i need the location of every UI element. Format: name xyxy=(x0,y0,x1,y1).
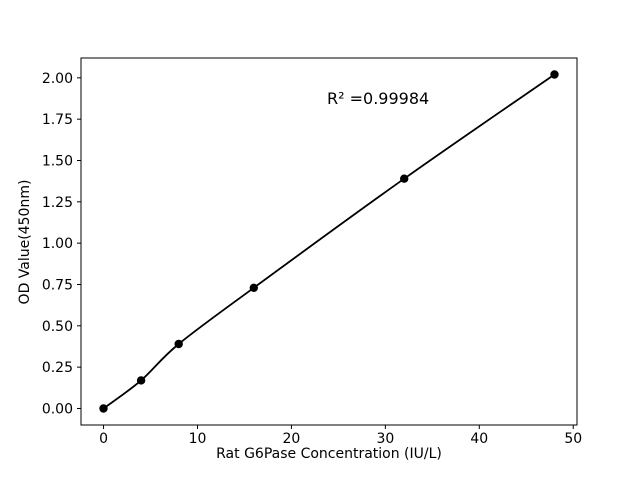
fit-curve xyxy=(102,73,556,410)
data-point-3 xyxy=(249,283,258,292)
y-tick-label: 1.50 xyxy=(42,153,73,169)
r-squared-annotation: R² =0.99984 xyxy=(327,89,430,108)
x-axis-title: Rat G6Pase Concentration (IU/L) xyxy=(216,446,442,462)
data-point-1 xyxy=(136,376,146,385)
y-tick-label: 0.50 xyxy=(42,319,73,335)
x-tick-label: 10 xyxy=(189,431,207,447)
x-tick-label: 40 xyxy=(470,431,488,447)
x-tick-label: 50 xyxy=(564,431,582,447)
plot-border xyxy=(80,57,578,426)
y-tick-label: 2.00 xyxy=(42,71,73,87)
data-point-4 xyxy=(400,174,409,183)
y-tick-label: 1.25 xyxy=(42,195,73,211)
x-tick-label: 20 xyxy=(283,431,301,447)
y-tick-label: 0.00 xyxy=(42,401,73,417)
y-tick-label: 1.75 xyxy=(42,112,73,128)
y-tick-label: 1.00 xyxy=(42,236,73,252)
y-axis-title: OD Value(450nm) xyxy=(17,179,33,305)
data-point-2 xyxy=(174,339,183,349)
data-point-0 xyxy=(99,404,108,413)
data-point-5 xyxy=(550,70,559,79)
y-tick-label: 0.25 xyxy=(42,360,73,376)
x-tick-label: 30 xyxy=(376,431,394,447)
x-tick-label: 0 xyxy=(99,431,108,447)
y-tick-label: 0.75 xyxy=(42,277,73,293)
